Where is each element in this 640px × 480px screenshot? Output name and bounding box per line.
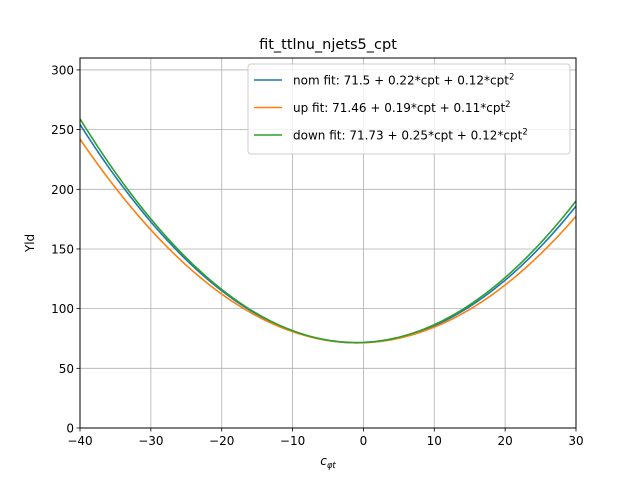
- legend-entry-2: down fit: 71.73 + 0.25*cpt + 0.12*cpt2: [293, 128, 528, 143]
- x-tick-label: 20: [498, 434, 513, 448]
- y-axis-label: Yld: [23, 234, 37, 253]
- series-line-1: [79, 138, 577, 344]
- legend-label: down fit: 71.73 + 0.25*cpt + 0.12*cpt: [293, 129, 523, 143]
- y-tick-label: 200: [51, 183, 74, 197]
- legend-label: nom fit: 71.5 + 0.22*cpt + 0.12*cpt: [293, 74, 509, 88]
- x-tick-label: −40: [67, 434, 92, 448]
- x-tick-label: −30: [138, 434, 163, 448]
- x-axis-label-subscript: φt: [327, 461, 337, 471]
- legend-label: up fit: 71.46 + 0.19*cpt + 0.11*cpt: [293, 101, 505, 115]
- y-tick-label: 300: [51, 63, 74, 77]
- legend-box: [247, 63, 571, 155]
- y-tick-label: 150: [51, 242, 74, 256]
- x-axis-label: cφt: [320, 454, 336, 471]
- legend-superscript: 2: [505, 100, 510, 110]
- y-tick-label: 50: [59, 362, 74, 376]
- plot-frame: [79, 57, 577, 429]
- y-tick-label: 250: [51, 123, 74, 137]
- x-tick-label: 10: [427, 434, 442, 448]
- y-tick-label: 0: [66, 422, 74, 436]
- legend-superscript: 2: [522, 128, 527, 138]
- chart-title: fit_ttlnu_njets5_cpt: [259, 37, 397, 53]
- x-axis-ticks: −40 −30 −20 −10 0 10 20 30: [67, 428, 584, 448]
- legend-entry-0: nom fit: 71.5 + 0.22*cpt + 0.12*cpt2: [293, 73, 514, 88]
- x-tick-label: −10: [280, 434, 305, 448]
- x-tick-label: 0: [360, 434, 368, 448]
- y-axis-ticks: 0 50 100 150 200 250 300: [51, 63, 80, 436]
- x-tick-label: −20: [209, 434, 234, 448]
- series-line-2: [79, 118, 577, 344]
- legend-superscript: 2: [509, 73, 514, 83]
- x-axis-label-main: c: [320, 454, 327, 468]
- series-curves: [79, 118, 577, 344]
- legend-entry-1: up fit: 71.46 + 0.19*cpt + 0.11*cpt2: [293, 100, 511, 115]
- x-tick-label: 30: [568, 434, 583, 448]
- y-tick-label: 100: [51, 302, 74, 316]
